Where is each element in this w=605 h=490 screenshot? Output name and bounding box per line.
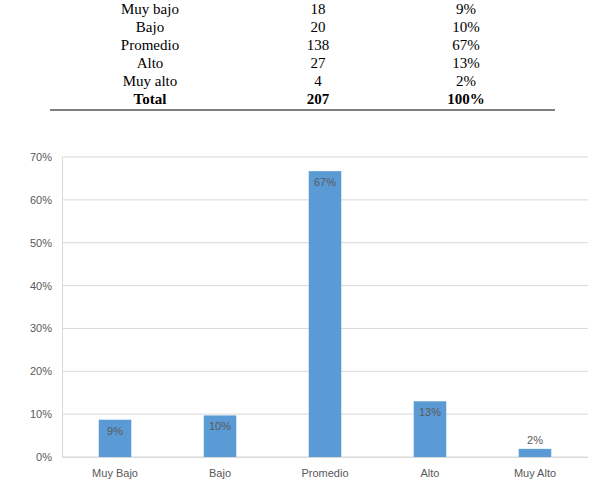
bars [99, 171, 552, 457]
y-tick-label: 20% [30, 365, 52, 377]
page: Muy bajo 18 9% Bajo 20 10% Promedio 138 67% Alto 2… [0, 0, 605, 490]
x-tick-label: Bajo [209, 467, 231, 479]
y-tick-label: 30% [30, 322, 52, 334]
x-tick: Muy Alto [514, 457, 556, 479]
y-axis-line [62, 158, 63, 458]
y-tick: 20% [30, 365, 62, 377]
y-tick: 0% [36, 451, 62, 463]
table-cell: 67% [452, 37, 480, 53]
x-tick: Muy Bajo [92, 457, 138, 479]
table-cell: 100% [447, 91, 485, 107]
y-tick-label: 0% [36, 451, 52, 463]
table-cell: Alto [137, 55, 164, 71]
x-tick-label: Promedio [301, 467, 348, 479]
table-rule [50, 110, 555, 111]
x-axis-line [63, 457, 589, 458]
y-tick: 60% [30, 194, 62, 206]
table-cell: 18 [311, 1, 326, 17]
table-cell: 138 [307, 37, 330, 53]
y-tick: 50% [30, 237, 62, 249]
table-cell: 10% [452, 19, 480, 35]
y-tick-label: 50% [30, 237, 52, 249]
y-axis: 0% 10% 20% 30% 40% 50% 60% 70% [30, 151, 63, 463]
x-tick-label: Muy Bajo [92, 467, 138, 479]
y-tick-label: 40% [30, 280, 52, 292]
y-tick: 30% [30, 322, 62, 334]
x-tick: Promedio [301, 457, 348, 479]
data-label: 10% [209, 420, 231, 432]
table: Muy bajo 18 9% Bajo 20 10% Promedio 138 67% Alto 2… [50, 1, 555, 110]
table-cell: 2% [456, 73, 476, 89]
y-tick-label: 60% [30, 194, 52, 206]
bar [99, 420, 132, 457]
bar [414, 401, 447, 457]
table-cell: 207 [307, 91, 330, 107]
table-cell: Muy bajo [121, 1, 179, 17]
table-cell: 27 [311, 55, 327, 71]
data-label: 2% [527, 434, 543, 446]
chart: 0% 10% 20% 30% 40% 50% 60% 70% Muy Bajo Bajo Prome… [30, 151, 589, 479]
bar [309, 171, 342, 457]
table-cell: Total [134, 91, 167, 107]
grid [62, 157, 588, 457]
table-cell: 4 [314, 73, 322, 89]
bar [519, 449, 552, 457]
x-tick: Bajo [209, 457, 231, 479]
table-cell: 20 [311, 19, 326, 35]
table-cell: Muy alto [123, 73, 178, 89]
table-cell: 13% [452, 55, 480, 71]
data-label: 9% [107, 425, 123, 437]
x-tick-label: Muy Alto [514, 467, 556, 479]
data-labels: 9% 10% 67% 13% 2% [107, 176, 543, 446]
table-cell: 9% [456, 1, 476, 17]
x-axis: Muy Bajo Bajo Promedio Alto Muy Alto [63, 457, 589, 479]
x-tick: Alto [421, 457, 440, 479]
table-cell: Promedio [121, 37, 179, 53]
data-label: 13% [419, 406, 441, 418]
grid-line [62, 157, 588, 158]
data-label: 67% [314, 176, 336, 188]
table-cell: Bajo [136, 19, 164, 35]
y-tick-label: 10% [30, 408, 52, 420]
bar [204, 415, 237, 457]
y-tick: 40% [30, 280, 62, 292]
y-tick: 70% [30, 151, 62, 163]
y-tick-label: 70% [30, 151, 52, 163]
x-tick-label: Alto [421, 467, 440, 479]
y-tick: 10% [30, 408, 62, 420]
